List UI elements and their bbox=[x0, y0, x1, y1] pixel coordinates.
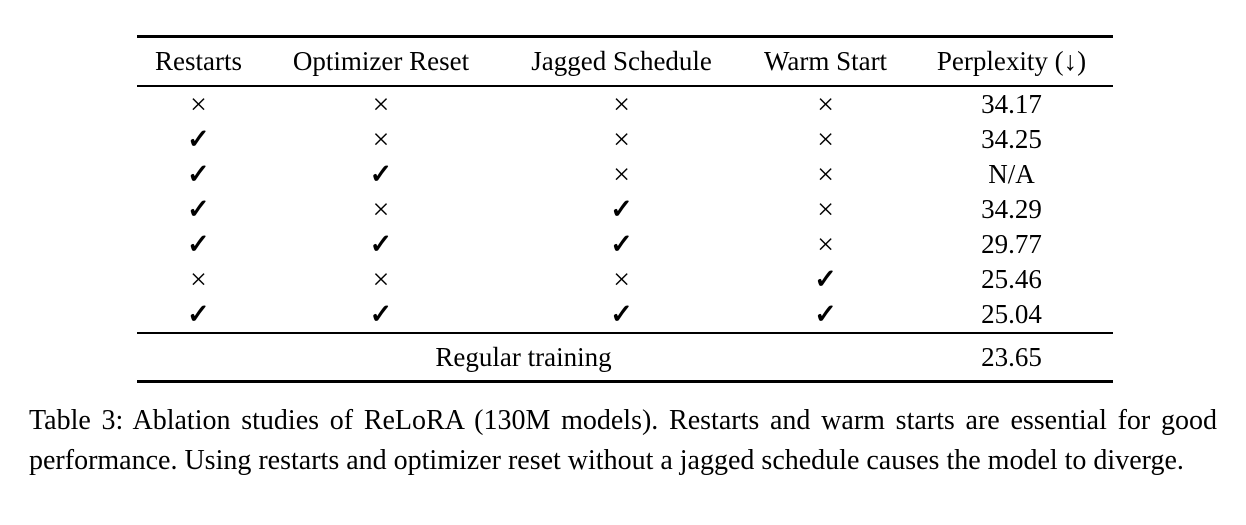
warm-start-mark: × bbox=[817, 123, 834, 156]
table-row: × × × ✓ 25.46 bbox=[137, 262, 1113, 297]
table-row: ✓ × × × 34.25 bbox=[137, 122, 1113, 157]
table-caption: Table 3: Ablation studies of ReLoRA (130… bbox=[29, 405, 1217, 476]
jagged-schedule-mark: ✓ bbox=[610, 194, 633, 224]
restarts-mark: × bbox=[190, 88, 207, 121]
optimizer-reset-mark: ✓ bbox=[369, 159, 393, 189]
table-row: ✓ × ✓ × 34.29 bbox=[137, 192, 1113, 227]
jagged-schedule-mark: × bbox=[613, 88, 631, 121]
table-row: ✓ ✓ × × N/A bbox=[137, 157, 1113, 192]
warm-start-mark: ✓ bbox=[814, 264, 837, 294]
restarts-mark: ✓ bbox=[187, 124, 210, 154]
jagged-schedule-mark: × bbox=[613, 123, 631, 156]
table-top-rule bbox=[137, 35, 1113, 38]
column-header-perplexity: Perplexity (↓) bbox=[936, 46, 1087, 76]
jagged-schedule-mark: × bbox=[613, 158, 631, 191]
jagged-schedule-mark: ✓ bbox=[610, 229, 633, 259]
table-footer-rule bbox=[137, 332, 1113, 334]
warm-start-mark: × bbox=[817, 193, 834, 226]
column-header-warm-start: Warm Start bbox=[764, 46, 888, 76]
restarts-mark: ✓ bbox=[187, 194, 210, 224]
column-header-jagged-schedule: Jagged Schedule bbox=[531, 46, 712, 76]
optimizer-reset-mark: × bbox=[372, 193, 390, 226]
restarts-mark: ✓ bbox=[187, 159, 210, 189]
table-row: ✓ ✓ ✓ × 29.77 bbox=[137, 227, 1113, 262]
table-header-rule bbox=[137, 85, 1113, 87]
optimizer-reset-mark: ✓ bbox=[369, 229, 393, 259]
optimizer-reset-mark: × bbox=[372, 263, 390, 296]
restarts-mark: ✓ bbox=[187, 229, 210, 259]
restarts-mark: × bbox=[190, 263, 207, 296]
regular-training-label: Regular training bbox=[435, 342, 612, 372]
table-bottom-rule bbox=[137, 380, 1113, 383]
perplexity-value: 25.46 bbox=[981, 264, 1042, 294]
column-header-optimizer-reset: Optimizer Reset bbox=[292, 46, 470, 76]
warm-start-mark: × bbox=[817, 228, 834, 261]
table-header-row: Restarts Optimizer Reset Jagged Schedule… bbox=[137, 38, 1113, 85]
perplexity-value: 34.29 bbox=[981, 194, 1042, 224]
optimizer-reset-mark: × bbox=[372, 88, 390, 121]
table-row: × × × × 34.17 bbox=[137, 87, 1113, 122]
perplexity-value: 25.04 bbox=[981, 299, 1042, 329]
optimizer-reset-mark: × bbox=[372, 123, 390, 156]
regular-training-row: Regular training 23.65 bbox=[137, 334, 1113, 380]
perplexity-value: 29.77 bbox=[981, 229, 1042, 259]
warm-start-mark: × bbox=[817, 88, 834, 121]
restarts-mark: ✓ bbox=[187, 299, 210, 329]
table-row: ✓ ✓ ✓ ✓ 25.04 bbox=[137, 297, 1113, 332]
jagged-schedule-mark: ✓ bbox=[610, 299, 633, 329]
perplexity-value: N/A bbox=[988, 159, 1035, 189]
column-header-restarts: Restarts bbox=[154, 46, 242, 76]
jagged-schedule-mark: × bbox=[613, 263, 631, 296]
warm-start-mark: × bbox=[817, 158, 834, 191]
perplexity-value: 34.25 bbox=[981, 124, 1042, 154]
optimizer-reset-mark: ✓ bbox=[369, 299, 393, 329]
perplexity-value: 34.17 bbox=[981, 89, 1042, 119]
regular-training-perplexity: 23.65 bbox=[981, 342, 1042, 372]
warm-start-mark: ✓ bbox=[814, 299, 837, 329]
ablation-table: Restarts Optimizer Reset Jagged Schedule… bbox=[137, 35, 1113, 383]
